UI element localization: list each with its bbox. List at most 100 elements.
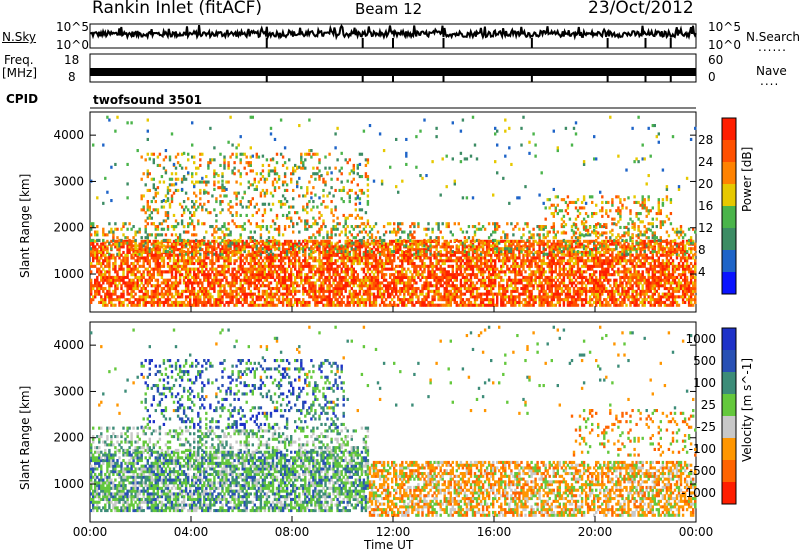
heatmap-cell [217,300,220,304]
heatmap-cell [213,275,216,279]
heatmap-cell [263,275,267,279]
heatmap-cell [160,259,164,263]
heatmap-cell [425,233,428,237]
heatmap-cell [108,222,111,226]
heatmap-cell [411,300,414,304]
heatmap-cell [283,278,287,282]
heatmap-cell [211,281,214,285]
heatmap-cell [239,248,242,252]
heatmap-cell [253,180,256,184]
heatmap-cell [306,262,309,266]
heatmap-cell [156,250,160,254]
heatmap-cell [514,273,517,277]
heatmap-cell [360,241,364,245]
heatmap-cell [201,289,204,293]
heatmap-cell [332,262,335,266]
heatmap-cell [138,245,141,249]
heatmap-cell [427,275,430,279]
heatmap-cell [348,303,351,307]
heatmap-cell [366,278,370,282]
heatmap-cell [330,245,333,249]
heatmap-cell [130,245,133,249]
heatmap-cell [239,259,242,263]
heatmap-cell [441,270,444,274]
heatmap-cell [425,252,428,256]
heatmap-cell [154,233,157,237]
heatmap-cell [298,194,301,198]
heatmap-cell [136,230,139,234]
heatmap-cell [469,278,473,282]
heatmap-cell [356,225,359,229]
heatmap-cell [415,287,418,291]
heatmap-cell [187,230,190,234]
heatmap-cell [140,273,143,277]
heatmap-cell [132,278,135,282]
heatmap-cell [395,248,398,252]
heatmap-cell [229,300,232,304]
heatmap-cell [500,292,503,296]
heatmap-cell [130,256,133,260]
heatmap-cell [235,250,238,254]
heatmap-cell [498,250,501,254]
heatmap-cell [100,300,103,304]
heatmap-cell [257,180,261,184]
heatmap-cell [322,303,325,307]
heatmap-cell [217,270,220,274]
heatmap-cell [421,239,424,243]
heatmap-cell [330,233,333,237]
heatmap-cell [142,298,145,302]
heatmap-cell [292,169,295,173]
heatmap-cell [510,289,513,293]
heatmap-cell [263,270,267,274]
heatmap-cell [158,250,162,254]
heatmap-cell [395,289,398,293]
heatmap-cell [257,250,261,254]
heatmap-cell [215,225,218,229]
heatmap-cell [350,292,353,296]
heatmap-cell [110,244,113,248]
heatmap-cell [431,298,434,302]
heatmap-cell [166,281,170,285]
heatmap-cell [253,205,256,209]
heatmap-cell [182,225,186,229]
heatmap-cell [358,303,362,307]
heatmap-cell [96,259,99,263]
heatmap-cell [122,281,125,285]
heatmap-cell [164,171,168,175]
heatmap-cell [164,238,168,242]
heatmap-cell [334,259,337,263]
heatmap-cell [457,248,460,252]
heatmap-cell [427,227,430,231]
heatmap-cell [207,273,210,277]
heatmap-cell [336,281,339,285]
heatmap-cell [330,171,333,175]
heatmap-cell [221,289,224,293]
heatmap-cell [378,292,382,296]
heatmap-cell [251,250,254,254]
heatmap-cell [504,154,507,158]
heatmap-cell [437,278,440,282]
heatmap-cell [229,205,232,209]
heatmap-cell [120,292,123,296]
heatmap-cell [510,250,513,254]
heatmap-cell [463,300,467,304]
heatmap-cell [176,270,180,274]
heatmap-cell [273,287,277,291]
heatmap-cell [376,275,380,279]
heatmap-cell [114,270,117,274]
heatmap-cell [227,238,230,242]
heatmap-cell [328,242,331,246]
heatmap-cell [193,185,196,189]
heatmap-cell [118,267,121,271]
heatmap-cell [364,175,368,179]
heatmap-cell [146,259,149,263]
heatmap-cell [154,194,157,198]
heatmap-cell [144,298,147,302]
heatmap-cell [162,278,166,282]
heatmap-cell [512,281,515,285]
heatmap-cell [205,175,208,179]
heatmap-cell [512,278,515,282]
heatmap-cell [170,281,174,285]
heatmap-cell [90,289,93,293]
heatmap-cell [235,213,238,217]
